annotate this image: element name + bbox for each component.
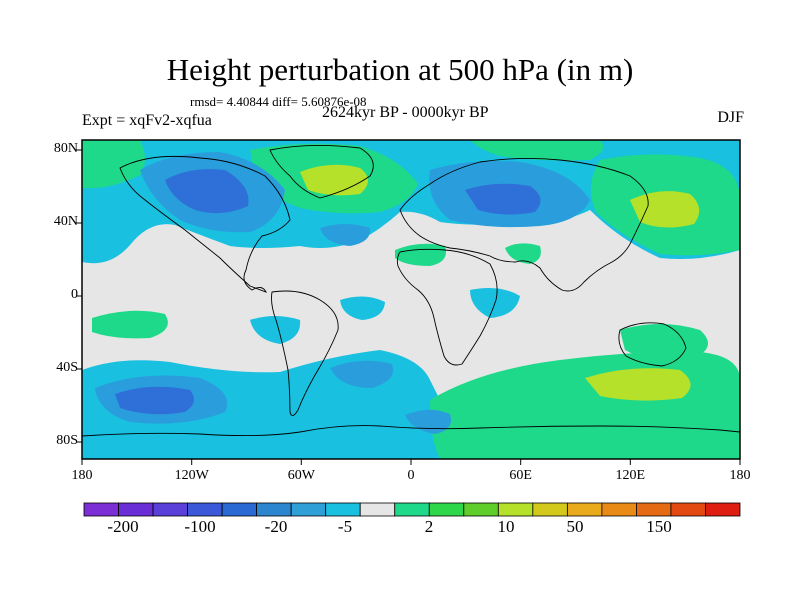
colorbar-swatch	[325, 502, 361, 517]
colorbar-swatch	[636, 502, 672, 517]
colorbar-swatch	[497, 502, 534, 517]
experiment-label: Expt = xqFv2-xqfua	[82, 112, 212, 129]
field-region-aus-green	[620, 324, 708, 361]
x-tick-label: 180	[71, 468, 93, 483]
colorbar-swatch	[566, 502, 603, 517]
colorbar-label: 150	[646, 517, 672, 536]
colorbar-swatch	[601, 502, 637, 517]
rmsd-stats: rmsd= 4.40844 diff= 5.60876e-08	[190, 94, 367, 109]
x-tick-label: 60W	[287, 468, 315, 483]
colorbar-label: -20	[264, 517, 288, 536]
axis-ticks	[76, 149, 741, 465]
colorbar-swatch	[394, 502, 430, 517]
field-region-pac-tropical-blue	[250, 316, 301, 344]
colorbar-swatch	[428, 502, 465, 517]
field-region-antarctic-blue	[405, 409, 451, 434]
colorbar-swatch	[256, 502, 292, 517]
field-region-south-core	[115, 386, 194, 415]
y-tick-label: 80S	[56, 433, 78, 448]
colorbar-swatch	[359, 502, 396, 517]
coastline-greenland	[269, 144, 374, 199]
field-region-atl-tropical-blue	[340, 296, 385, 320]
coastline-south-america	[271, 290, 339, 416]
colorbar	[83, 502, 741, 517]
x-tick-label: 0	[407, 468, 415, 483]
colorbar-swatch	[118, 502, 154, 517]
y-tick-label: 80N	[53, 141, 78, 156]
field-region-sw-pacific-green	[92, 310, 168, 339]
coastline-eurasia	[399, 157, 649, 292]
y-tick-label: 40N	[53, 214, 78, 229]
colorbar-label: -100	[184, 517, 216, 536]
field-region-s-atlantic-blue	[330, 360, 394, 388]
coastline-antarctica	[81, 425, 741, 437]
coastline-north-america	[119, 155, 291, 293]
colorbar-label: -200	[107, 517, 139, 536]
field-region-europe-green	[470, 140, 604, 161]
time-period: 2624kyr BP - 0000kyr BP	[322, 104, 489, 121]
x-tick-label: 60E	[509, 468, 532, 483]
colorbar-swatch	[463, 502, 499, 517]
field-region-south-yellow	[585, 368, 691, 401]
colorbar-swatch	[187, 502, 223, 517]
coastlines	[81, 144, 741, 437]
x-tick-label: 120W	[174, 468, 209, 483]
colorbar-swatch	[290, 502, 327, 517]
field-layer	[82, 140, 740, 459]
coastline-australia	[618, 322, 687, 367]
season-label: DJF	[717, 109, 744, 126]
y-tick-label: 40S	[56, 360, 78, 375]
colorbar-label: 2	[424, 517, 434, 536]
colorbar-label: 50	[566, 517, 584, 536]
colorbar-label: 10	[497, 517, 515, 536]
field-region-mideast-green	[505, 243, 541, 264]
field-region-greenland-yellow	[300, 164, 368, 196]
colorbar-swatch	[83, 502, 119, 517]
field-region-asia-core	[465, 183, 541, 215]
colorbar-swatch	[152, 502, 188, 517]
y-tick-label: 0	[71, 287, 78, 302]
colorbar-swatch	[670, 502, 706, 517]
colorbar-swatch	[532, 502, 568, 517]
colorbar-swatch	[705, 502, 741, 517]
field-region-na-core	[165, 169, 249, 214]
field-region-pacific-yellow	[630, 191, 700, 228]
field-region-west-green	[82, 140, 145, 189]
coastline-africa	[396, 248, 498, 366]
field-region-atlantic-blue	[320, 224, 371, 246]
colorbar-swatch	[221, 502, 258, 517]
x-tick-label: 120E	[615, 468, 646, 483]
colorbar-label: -5	[337, 517, 353, 536]
map-title: Height perturbation at 500 hPa (in m)	[166, 52, 634, 87]
x-tick-label: 180	[729, 468, 751, 483]
